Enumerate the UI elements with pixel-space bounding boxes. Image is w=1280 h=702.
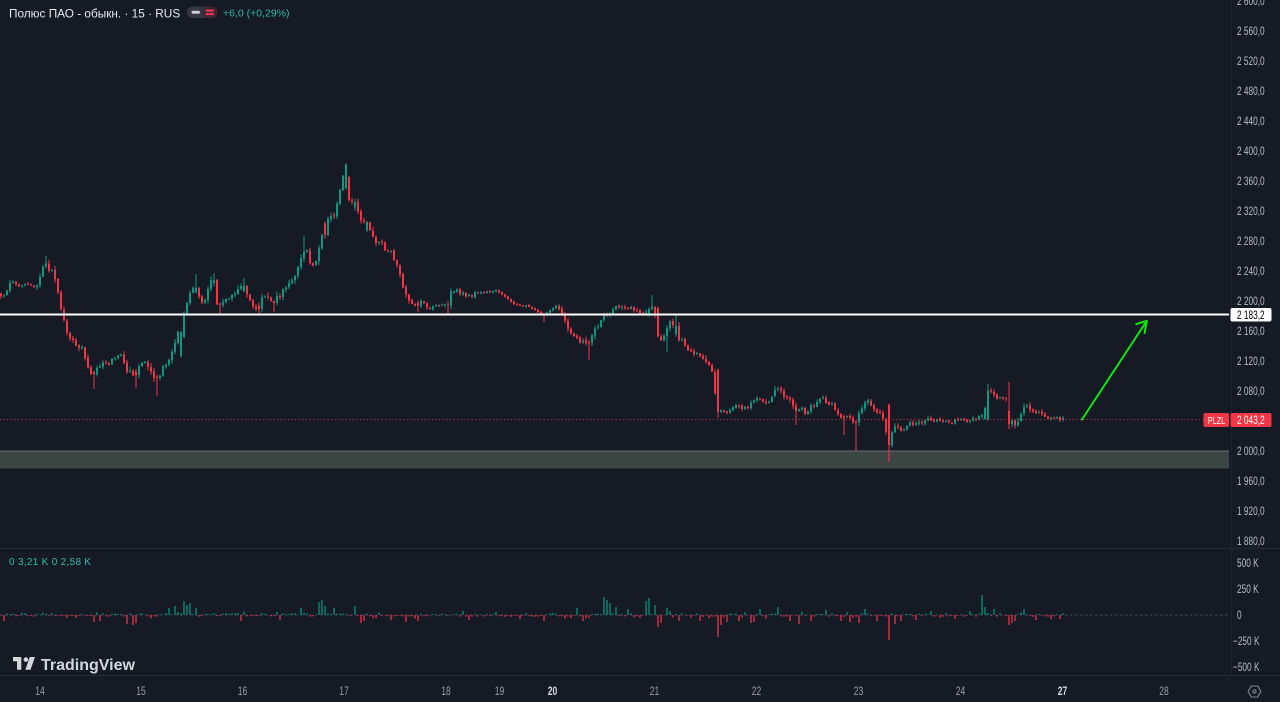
- svg-text:2 200,0: 2 200,0: [1237, 296, 1265, 309]
- svg-text:+6,0 (+0,29%): +6,0 (+0,29%): [223, 8, 290, 20]
- svg-text:2 080,0: 2 080,0: [1237, 386, 1265, 399]
- svg-text:2 320,0: 2 320,0: [1237, 206, 1265, 219]
- svg-text:PLZL: PLZL: [1208, 415, 1225, 426]
- svg-text:2 000,0: 2 000,0: [1237, 446, 1265, 459]
- svg-text:2 600,0: 2 600,0: [1237, 0, 1265, 8]
- svg-text:2 400,0: 2 400,0: [1237, 146, 1265, 159]
- svg-text:18: 18: [441, 686, 451, 699]
- svg-text:15: 15: [136, 686, 146, 699]
- svg-text:20: 20: [548, 686, 558, 699]
- svg-text:2 360,0: 2 360,0: [1237, 176, 1265, 189]
- svg-text:1 920,0: 1 920,0: [1237, 506, 1265, 519]
- svg-text:17: 17: [339, 686, 349, 699]
- svg-text:0 3,21 K 0 2,58 K: 0 3,21 K 0 2,58 K: [9, 557, 91, 568]
- svg-text:2 120,0: 2 120,0: [1237, 356, 1265, 369]
- svg-text:14: 14: [35, 686, 45, 699]
- svg-text:28: 28: [1159, 686, 1169, 699]
- svg-text:Полюс ПАО - обыкн. · 15 · RUS: Полюс ПАО - обыкн. · 15 · RUS: [9, 7, 180, 21]
- svg-text:16: 16: [238, 686, 248, 699]
- svg-text:0: 0: [1237, 610, 1242, 623]
- svg-text:−500 K: −500 K: [1233, 662, 1260, 675]
- svg-text:22: 22: [752, 686, 762, 699]
- svg-text:500 K: 500 K: [1237, 558, 1259, 571]
- svg-text:TradingView: TradingView: [41, 657, 136, 674]
- svg-text:21: 21: [650, 686, 660, 699]
- svg-text:1 960,0: 1 960,0: [1237, 476, 1265, 489]
- svg-text:2 043,2: 2 043,2: [1237, 415, 1265, 428]
- svg-text:−250 K: −250 K: [1233, 636, 1260, 649]
- svg-text:2 440,0: 2 440,0: [1237, 116, 1265, 129]
- svg-text:2 280,0: 2 280,0: [1237, 236, 1265, 249]
- svg-text:1 880,0: 1 880,0: [1237, 536, 1265, 549]
- svg-text:250 K: 250 K: [1237, 584, 1259, 597]
- svg-text:23: 23: [854, 686, 864, 699]
- svg-text:2 520,0: 2 520,0: [1237, 56, 1265, 69]
- svg-text:24: 24: [956, 686, 966, 699]
- svg-text:2 480,0: 2 480,0: [1237, 86, 1265, 99]
- svg-text:2 183,2: 2 183,2: [1237, 310, 1265, 323]
- svg-text:2 240,0: 2 240,0: [1237, 266, 1265, 279]
- svg-text:2 560,0: 2 560,0: [1237, 26, 1265, 39]
- svg-text:27: 27: [1058, 686, 1068, 699]
- svg-text:2 160,0: 2 160,0: [1237, 326, 1265, 339]
- svg-text:19: 19: [495, 686, 505, 699]
